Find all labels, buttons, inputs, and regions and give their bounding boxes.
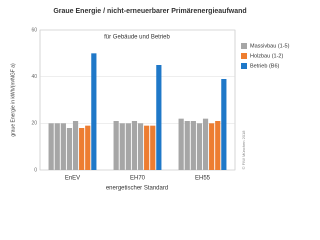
- bar: [79, 128, 85, 170]
- bar: [215, 121, 221, 170]
- bar: [66, 128, 73, 170]
- legend-label: Betrieb (B6): [250, 63, 280, 69]
- x-axis-label: energetischer Standard: [106, 186, 168, 192]
- bar: [131, 121, 138, 170]
- x-tick-label: EH70: [130, 176, 146, 182]
- y-axis-label: graue Energie in kWh/(m²NGF a): [10, 63, 16, 137]
- bar: [196, 123, 203, 170]
- legend-swatch: [241, 53, 247, 59]
- bar: [150, 125, 156, 170]
- bar: [91, 53, 97, 171]
- legend-swatch: [241, 43, 247, 49]
- y-tick-label: 40: [31, 74, 37, 80]
- legend-swatch: [241, 63, 247, 69]
- bar: [72, 121, 79, 170]
- bar: [60, 123, 66, 170]
- bar: [119, 123, 125, 170]
- y-tick-label: 60: [31, 27, 37, 33]
- bar: [144, 125, 150, 170]
- bar: [184, 121, 190, 170]
- x-tick-label: EH55: [195, 176, 211, 182]
- bar: [178, 118, 184, 170]
- chart-subtitle: für Gebäude und Betrieb: [104, 35, 170, 41]
- bar: [221, 79, 227, 170]
- chart: Graue Energie / nicht-erneuerbarer Primä…: [10, 7, 290, 192]
- bar: [202, 118, 209, 170]
- bar: [113, 121, 119, 170]
- bar: [85, 125, 91, 170]
- bar: [209, 123, 215, 170]
- bar: [125, 123, 131, 170]
- chart-title: Graue Energie / nicht-erneuerbarer Primä…: [53, 8, 246, 15]
- y-tick-label: 20: [31, 121, 37, 127]
- legend-label: Holzbau (1-2): [250, 53, 283, 59]
- bar: [48, 123, 54, 170]
- legend-label: Massivbau (1-5): [250, 43, 290, 49]
- x-tick-label: EnEV: [65, 176, 80, 182]
- bar: [54, 123, 60, 170]
- bar: [190, 121, 196, 170]
- bar: [156, 65, 162, 170]
- y-tick-label: 0: [34, 167, 37, 173]
- bar: [137, 123, 144, 170]
- copyright: © FIW München 2018: [241, 130, 246, 170]
